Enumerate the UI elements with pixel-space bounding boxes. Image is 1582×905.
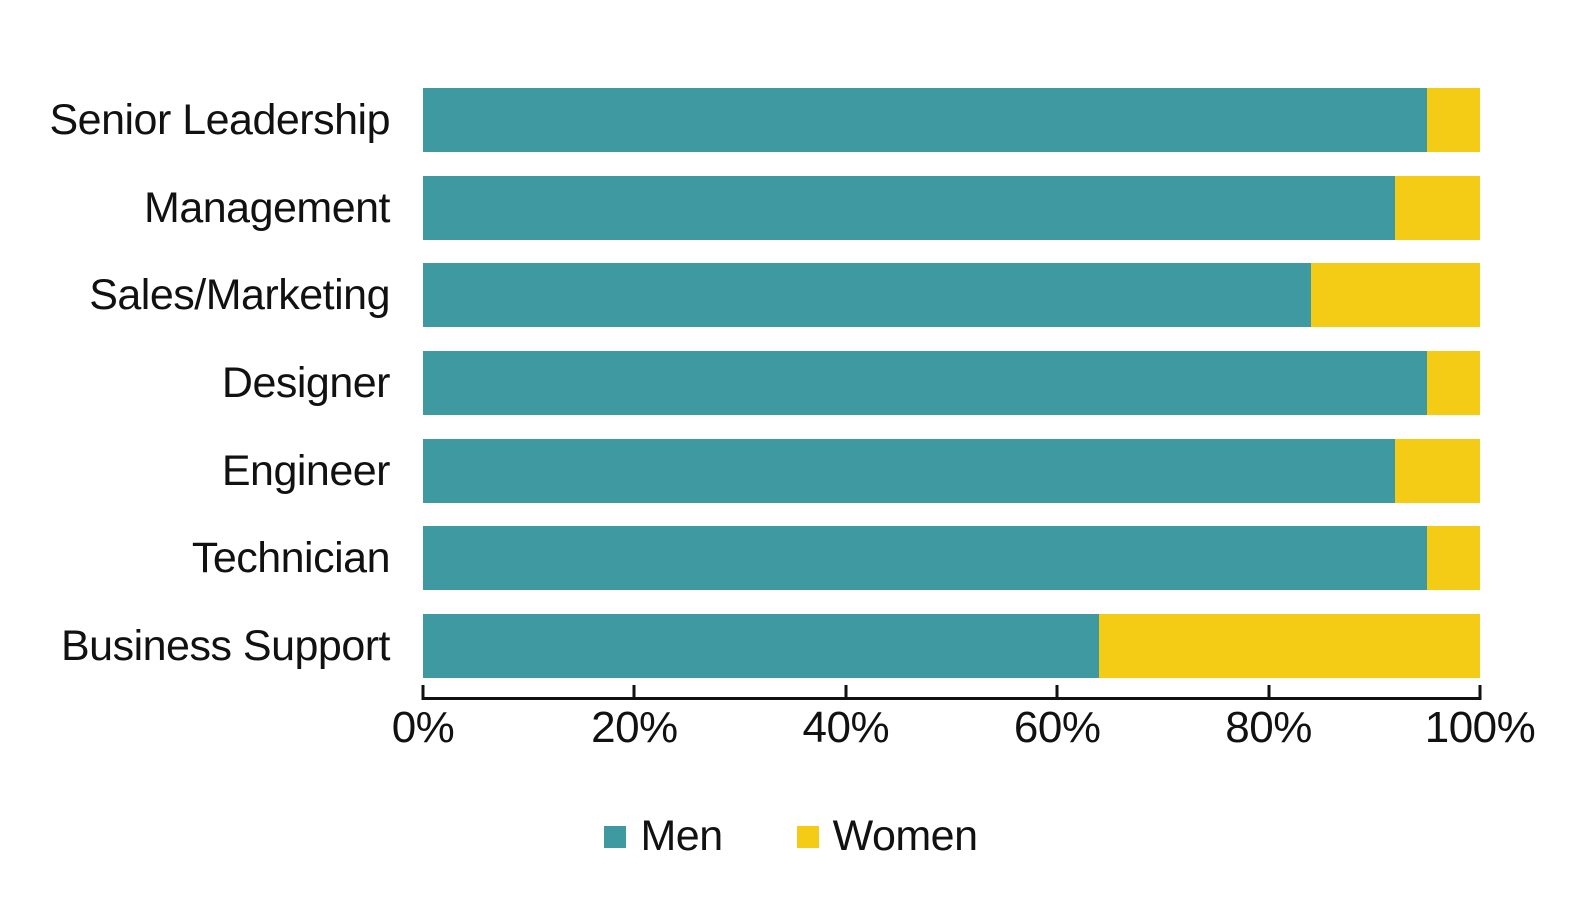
chart-row: Senior Leadership — [0, 88, 1480, 152]
bar-segment-men — [423, 351, 1428, 416]
category-label: Designer — [221, 359, 391, 408]
category-label: Management — [144, 183, 391, 232]
bar-track — [423, 614, 1480, 679]
bar-segment-men — [423, 263, 1311, 328]
bar-track — [423, 438, 1480, 503]
legend-swatch-men-icon — [604, 825, 627, 848]
bar-segment-men — [423, 614, 1100, 679]
bar-segment-men — [423, 438, 1396, 503]
chart-row: Management — [0, 175, 1480, 240]
bar-segment-women — [1310, 263, 1480, 328]
chart-row: Sales/Marketing — [0, 263, 1480, 328]
x-axis-tick-mark — [632, 685, 636, 700]
bar-segment-women — [1099, 614, 1480, 679]
legend-label: Men — [640, 812, 723, 860]
bar-segment-women — [1427, 88, 1480, 152]
chart-rows: Senior Leadership Management Sales/Marke… — [0, 88, 1480, 679]
bar-track — [423, 351, 1480, 416]
x-axis-tick-mark — [844, 685, 848, 700]
category-label: Engineer — [221, 446, 391, 495]
x-axis: 0% 20% 40% 60% 80% 100% — [392, 0, 1536, 905]
bar-segment-women — [1427, 351, 1480, 416]
category-label: Senior Leadership — [49, 96, 390, 144]
legend-swatch-women-icon — [796, 825, 819, 848]
legend-item-women: Women — [796, 812, 978, 861]
bar-segment-men — [423, 526, 1428, 591]
category-label: Technician — [191, 534, 391, 583]
chart-row: Engineer — [0, 438, 1480, 503]
x-axis-tick-label: 20% — [591, 703, 678, 752]
bar-segment-women — [1395, 175, 1480, 240]
category-label: Sales/Marketing — [89, 271, 390, 320]
bar-track — [423, 263, 1480, 328]
chart-row: Designer — [0, 351, 1480, 416]
x-axis-tick-mark — [421, 685, 425, 700]
chart-row: Business Support — [0, 614, 1480, 679]
bar-segment-women — [1395, 438, 1480, 503]
x-axis-tick-mark — [1055, 685, 1059, 700]
x-axis-tick-mark — [1478, 685, 1482, 700]
chart-row: Technician — [0, 526, 1480, 591]
x-axis-line — [423, 697, 1481, 700]
x-axis-tick-label: 100% — [1424, 703, 1536, 752]
category-label: Business Support — [60, 622, 391, 671]
legend-item-men: Men — [604, 812, 723, 861]
bar-track — [423, 175, 1480, 240]
x-axis-tick-label: 40% — [802, 703, 890, 752]
legend: Men Women — [0, 812, 1582, 861]
bar-track — [423, 526, 1480, 591]
x-axis-tick-label: 0% — [391, 703, 455, 752]
bar-segment-men — [423, 88, 1428, 152]
x-axis-tick-mark — [1267, 685, 1271, 700]
bar-segment-men — [423, 175, 1396, 240]
bar-segment-women — [1427, 526, 1480, 591]
legend-label: Women — [832, 812, 978, 860]
x-axis-tick-label: 80% — [1225, 703, 1312, 752]
x-axis-tick-label: 60% — [1013, 703, 1101, 752]
bar-track — [423, 88, 1480, 152]
